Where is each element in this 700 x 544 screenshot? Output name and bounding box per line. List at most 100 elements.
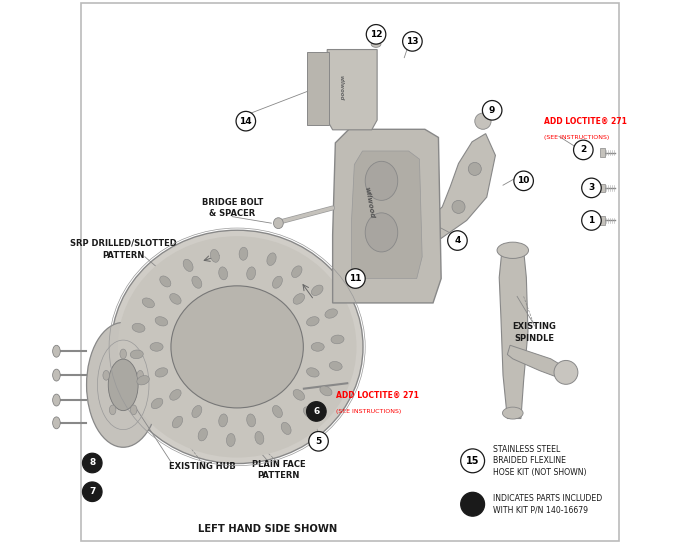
Circle shape [554,361,578,384]
Bar [600,149,605,157]
Text: 11: 11 [349,274,362,283]
Ellipse shape [331,335,344,344]
Circle shape [452,200,465,213]
Text: 14: 14 [239,116,252,126]
Ellipse shape [211,250,219,262]
Ellipse shape [497,242,528,258]
Circle shape [482,101,502,120]
Circle shape [573,140,593,160]
Text: wilwood: wilwood [364,186,375,219]
Circle shape [461,492,484,516]
Text: 15: 15 [466,456,480,466]
Ellipse shape [136,375,149,385]
Ellipse shape [218,414,228,427]
Ellipse shape [109,405,116,415]
Text: ADD LOCTITE® 271: ADD LOCTITE® 271 [336,391,419,400]
Ellipse shape [255,431,264,444]
Ellipse shape [169,390,181,400]
Text: INDICATES PARTS INCLUDED
WITH KIT P/N 140-16679: INDICATES PARTS INCLUDED WITH KIT P/N 14… [494,494,603,515]
Ellipse shape [246,267,256,280]
Ellipse shape [142,298,155,308]
Ellipse shape [151,398,163,409]
Text: 10: 10 [517,176,530,186]
Ellipse shape [218,267,228,280]
Polygon shape [508,345,564,378]
Ellipse shape [130,405,137,415]
Text: 1: 1 [588,216,594,225]
Ellipse shape [272,276,282,288]
Ellipse shape [171,286,303,408]
Ellipse shape [246,414,256,427]
Text: 6: 6 [313,407,319,416]
Circle shape [582,178,601,197]
Circle shape [309,431,328,451]
Circle shape [448,231,467,250]
Ellipse shape [137,370,144,380]
Text: EXISTING HUB: EXISTING HUB [169,462,236,471]
Ellipse shape [160,276,171,287]
Text: 8: 8 [89,459,95,467]
Ellipse shape [52,394,60,406]
Text: (SEE INSTRUCTIONS): (SEE INSTRUCTIONS) [336,409,401,415]
Ellipse shape [118,236,356,458]
Circle shape [402,32,422,51]
Text: 5: 5 [316,437,322,446]
Ellipse shape [293,294,304,304]
Ellipse shape [103,370,109,380]
Circle shape [236,112,256,131]
Text: SRP DRILLED/SLOTTED
PATTERN: SRP DRILLED/SLOTTED PATTERN [70,239,176,259]
Circle shape [83,482,102,502]
Text: 2: 2 [580,145,587,154]
Ellipse shape [150,343,163,351]
Text: 9: 9 [489,106,496,115]
Bar [600,183,605,192]
Polygon shape [332,129,441,303]
Text: 3: 3 [588,183,594,193]
Text: (SEE INSTRUCTIONS): (SEE INSTRUCTIONS) [545,135,610,140]
Text: 13: 13 [406,37,419,46]
Text: PLAIN FACE
PATTERN: PLAIN FACE PATTERN [251,460,305,480]
Ellipse shape [503,407,523,419]
Ellipse shape [169,294,181,304]
Ellipse shape [108,359,138,411]
Text: LEFT HAND SIDE SHOWN: LEFT HAND SIDE SHOWN [198,523,337,534]
Ellipse shape [130,350,143,358]
Ellipse shape [198,428,207,441]
Circle shape [366,24,386,44]
Text: 4: 4 [454,236,461,245]
Polygon shape [499,250,528,418]
Bar [600,216,605,225]
Ellipse shape [274,218,284,228]
Ellipse shape [87,323,160,447]
Polygon shape [351,151,422,279]
Circle shape [468,163,482,175]
Ellipse shape [329,361,342,370]
Polygon shape [307,52,330,126]
Ellipse shape [52,369,60,381]
Ellipse shape [155,317,168,326]
Ellipse shape [172,416,183,428]
Ellipse shape [371,41,381,47]
Polygon shape [327,50,377,130]
Ellipse shape [307,317,319,326]
Ellipse shape [320,386,332,396]
Ellipse shape [272,405,282,418]
Ellipse shape [120,349,127,359]
Ellipse shape [239,247,248,260]
Ellipse shape [325,309,337,318]
Ellipse shape [307,368,319,377]
Ellipse shape [312,343,324,351]
Circle shape [83,453,102,473]
Ellipse shape [192,276,202,288]
Ellipse shape [281,422,291,435]
Ellipse shape [303,407,314,418]
Ellipse shape [292,266,302,277]
Ellipse shape [183,259,193,271]
Ellipse shape [293,390,304,400]
Circle shape [461,449,484,473]
Ellipse shape [52,345,60,357]
Text: EXISTING
SPINDLE: EXISTING SPINDLE [512,323,556,343]
Circle shape [475,113,491,129]
Circle shape [346,269,365,288]
Ellipse shape [111,230,363,463]
